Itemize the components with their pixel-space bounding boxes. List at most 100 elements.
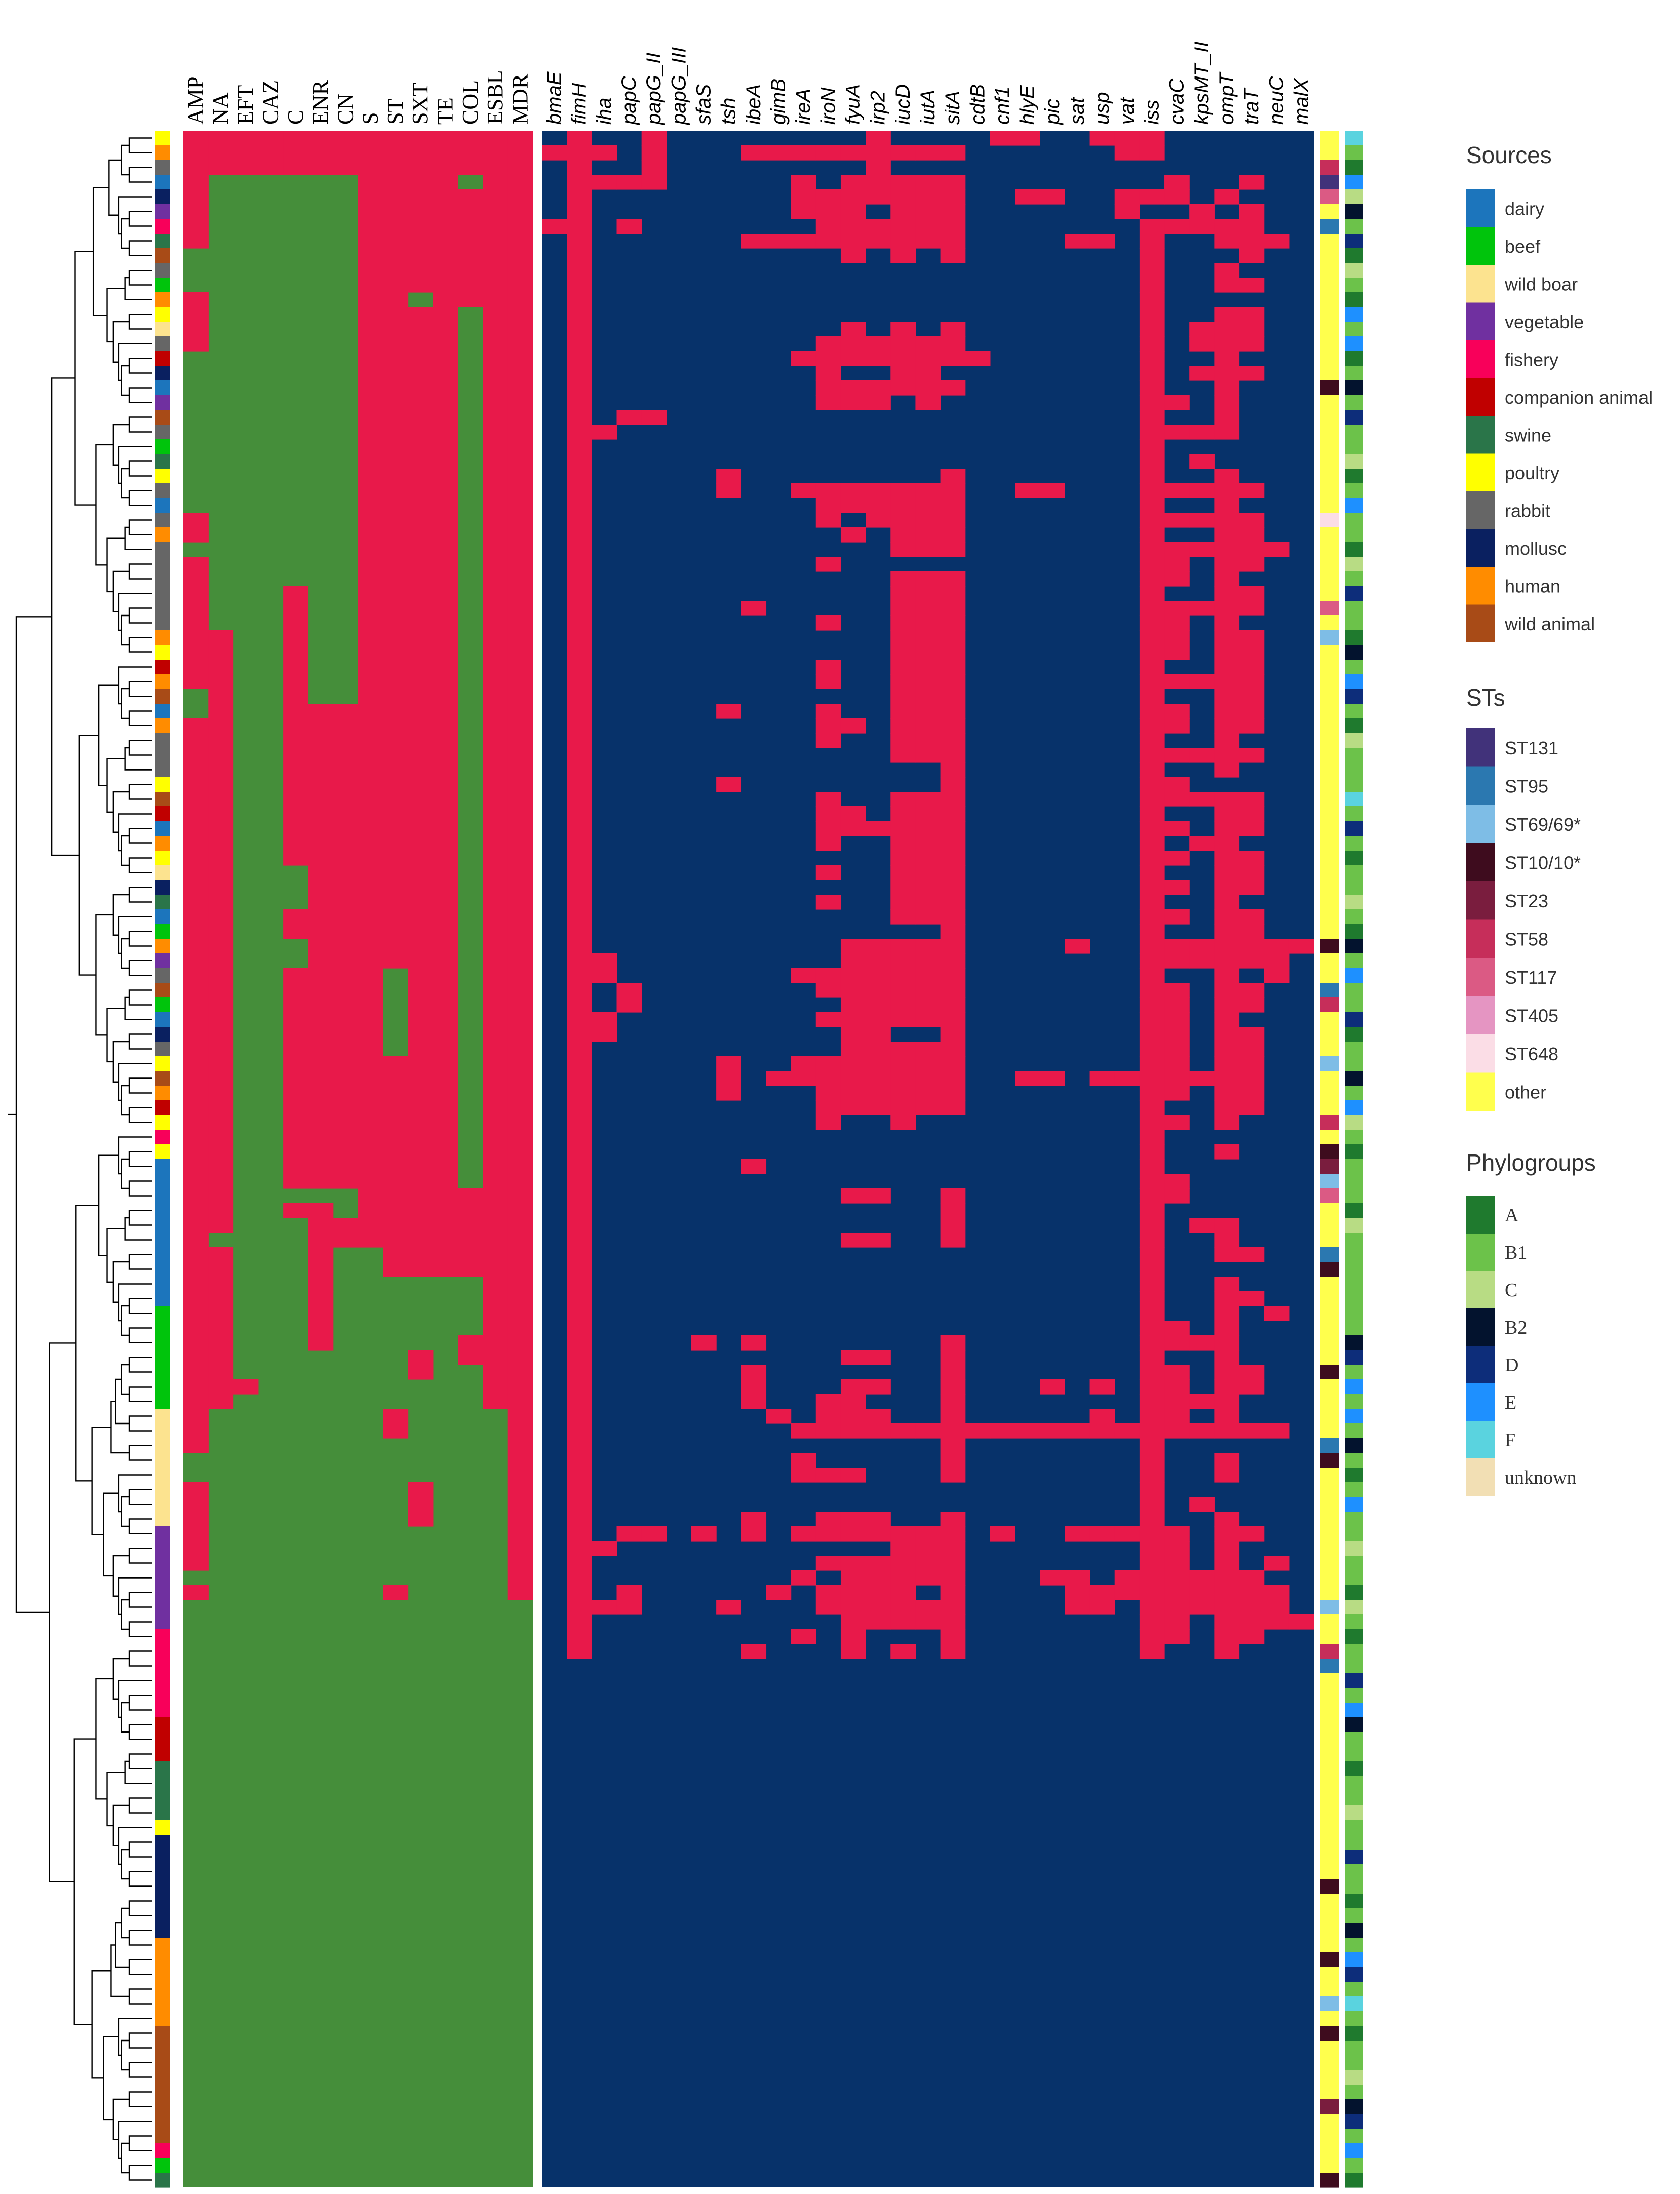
phylogroup-cell	[1345, 1438, 1363, 1453]
st-cell	[1320, 2055, 1339, 2070]
phylogroup-cell	[1345, 909, 1363, 925]
st-cell	[1320, 939, 1339, 954]
amr-resistant-cell	[507, 483, 533, 498]
virulence-present-cell	[1214, 880, 1240, 895]
amr-resistant-cell	[483, 689, 509, 704]
phylogroup-cell	[1345, 1497, 1363, 1512]
virulence-present-cell	[567, 1644, 592, 1659]
virulence-present-cell	[567, 527, 592, 543]
virulence-column-label: iss	[1141, 100, 1163, 125]
amr-resistant-cell	[358, 660, 383, 675]
amr-resistant-cell	[208, 1086, 234, 1101]
virulence-present-cell	[915, 204, 941, 219]
virulence-present-cell	[567, 557, 592, 572]
amr-resistant-cell	[358, 307, 383, 322]
phylogroup-cell	[1345, 792, 1363, 807]
dendrogram-branch	[128, 314, 152, 330]
dendrogram-branch	[128, 2062, 152, 2078]
phylogroup-cell	[1345, 1306, 1363, 1321]
virulence-present-cell	[641, 145, 667, 161]
virulence-present-cell	[1139, 1438, 1165, 1453]
virulence-present-cell	[915, 527, 941, 543]
virulence-present-cell	[1214, 689, 1240, 704]
virulence-present-cell	[1139, 615, 1165, 631]
amr-resistant-cell	[458, 1350, 484, 1365]
amr-resistant-cell	[408, 1086, 434, 1101]
virulence-present-cell	[1214, 498, 1240, 513]
virulence-present-cell	[1214, 909, 1240, 925]
virulence-present-cell	[940, 792, 966, 807]
sts-legend-label: ST58	[1505, 929, 1548, 949]
virulence-present-cell	[815, 836, 841, 851]
amr-resistant-cell	[383, 1115, 409, 1130]
amr-resistant-cell	[433, 204, 458, 219]
phylogroup-cell	[1345, 1894, 1363, 1909]
amr-resistant-cell	[358, 689, 383, 704]
dendrogram-branch	[128, 960, 152, 976]
virulence-present-cell	[940, 1379, 966, 1395]
virulence-present-cell	[940, 145, 966, 161]
amr-resistant-cell	[183, 645, 209, 660]
dendrogram-branch	[106, 758, 125, 813]
amr-resistant-cell	[183, 307, 209, 322]
phylogroup-cell	[1345, 1218, 1363, 1233]
amr-resistant-cell	[507, 454, 533, 469]
virulence-present-cell	[940, 1600, 966, 1615]
virulence-present-cell	[1239, 1291, 1265, 1306]
virulence-present-cell	[1189, 1071, 1215, 1086]
virulence-present-cell	[1164, 1541, 1190, 1556]
virulence-present-cell	[1040, 1071, 1065, 1086]
virulence-present-cell	[915, 630, 941, 645]
virulence-present-cell	[1214, 1012, 1240, 1027]
st-cell	[1320, 1335, 1339, 1351]
amr-resistant-cell	[408, 204, 434, 219]
amr-resistant-cell	[507, 498, 533, 513]
source-cell	[155, 1614, 170, 1630]
phylogroup-cell	[1345, 513, 1363, 528]
amr-resistant-cell	[183, 851, 209, 866]
amr-resistant-cell	[358, 425, 383, 440]
virulence-column-label: iroN	[817, 88, 839, 125]
virulence-present-cell	[940, 351, 966, 366]
source-cell	[155, 1233, 170, 1248]
st-cell	[1320, 469, 1339, 484]
st-cell	[1320, 645, 1339, 660]
amr-column-label: CN	[333, 94, 358, 125]
source-cell	[155, 2041, 170, 2056]
virulence-present-cell	[866, 219, 891, 234]
amr-resistant-cell	[333, 880, 359, 895]
virulence-present-cell	[940, 865, 966, 880]
amr-resistant-cell	[507, 924, 533, 939]
virulence-present-cell	[940, 1086, 966, 1101]
amr-resistant-cell	[283, 851, 309, 866]
source-cell	[155, 571, 170, 587]
amr-resistant-cell	[283, 1100, 309, 1115]
phylogroup-cell	[1345, 278, 1363, 293]
virulence-present-cell	[567, 145, 592, 161]
phylogroup-cell	[1345, 1394, 1363, 1409]
amr-resistant-cell	[308, 748, 334, 763]
virulence-present-cell	[567, 395, 592, 410]
virulence-present-cell	[1139, 513, 1165, 528]
virulence-present-cell	[1214, 733, 1240, 748]
amr-resistant-cell	[308, 1144, 334, 1160]
amr-resistant-cell	[183, 336, 209, 352]
virulence-present-cell	[890, 939, 916, 954]
virulence-present-cell	[567, 909, 592, 925]
virulence-present-cell	[866, 1042, 891, 1057]
virulence-present-cell	[940, 1350, 966, 1365]
amr-resistant-cell	[507, 1056, 533, 1071]
amr-resistant-cell	[283, 983, 309, 998]
amr-resistant-cell	[408, 557, 434, 572]
amr-resistant-cell	[433, 1218, 458, 1233]
amr-column-label: CAZ	[258, 80, 283, 125]
amr-resistant-cell	[483, 1188, 509, 1204]
amr-resistant-cell	[383, 1071, 409, 1086]
amr-resistant-cell	[483, 909, 509, 925]
virulence-present-cell	[915, 997, 941, 1013]
virulence-column-label: papG_III	[668, 47, 690, 125]
virulence-present-cell	[940, 660, 966, 675]
amr-resistant-cell	[208, 630, 234, 645]
amr-resistant-cell	[433, 762, 458, 778]
